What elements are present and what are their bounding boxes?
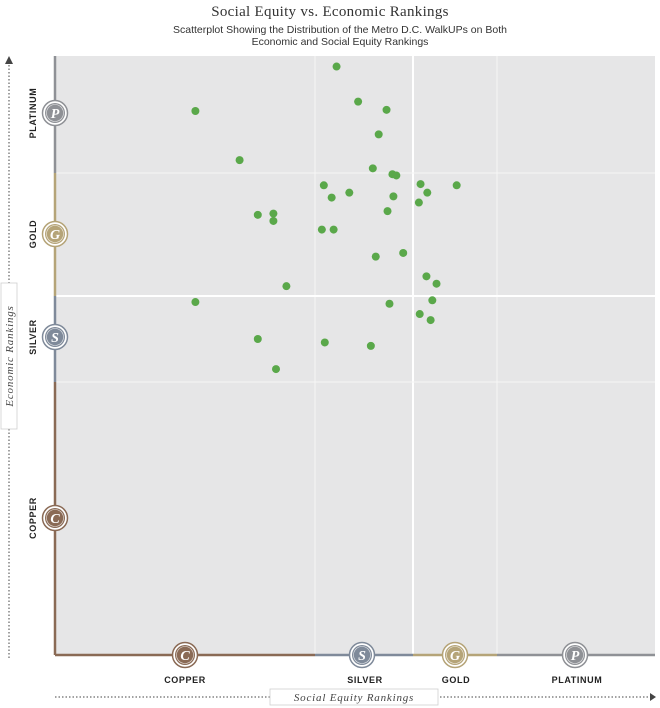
x-medal-gold-icon-ring xyxy=(446,646,464,664)
data-point xyxy=(374,130,383,139)
data-point xyxy=(452,181,461,190)
y-tier-label-gold: GOLD xyxy=(28,220,38,248)
y-axis-arrow-head-icon xyxy=(5,56,13,64)
y-medal-gold-icon-fill xyxy=(45,224,65,244)
x-medal-platinum-icon-fill xyxy=(565,645,585,665)
data-point xyxy=(345,188,354,197)
y-medal-copper-icon-ring xyxy=(46,509,64,527)
data-point xyxy=(382,105,391,114)
x-medal-silver-icon-ring xyxy=(353,646,371,664)
y-tier-label-copper: COPPER xyxy=(28,497,38,539)
data-points xyxy=(191,62,461,374)
data-point xyxy=(426,316,435,325)
x-medal-copper-icon-ring xyxy=(176,646,194,664)
y-tier-label-platinum: PLATINUM xyxy=(28,88,38,139)
chart-subtitle: Scatterplot Showing the Distribution of … xyxy=(172,24,507,48)
data-point xyxy=(414,198,423,207)
data-point xyxy=(399,248,408,257)
data-point xyxy=(327,193,336,202)
grid-lines xyxy=(55,56,655,655)
x-medal-copper-letter: C xyxy=(180,649,190,664)
x-axis-title-box xyxy=(269,688,439,706)
data-point xyxy=(415,310,424,319)
data-point xyxy=(371,252,380,261)
y-medal-gold-letter: G xyxy=(50,228,60,243)
y-axis-tiers: C COPPER S SILVER G GOLD P PLATINUM xyxy=(28,88,69,539)
x-medal-silver-icon-fill xyxy=(352,645,372,665)
data-point xyxy=(269,216,278,225)
y-axis-title-box xyxy=(0,282,18,430)
plot-background xyxy=(55,56,655,655)
data-point xyxy=(282,282,291,291)
y-medal-platinum-icon-fill xyxy=(45,103,65,123)
y-medal-platinum-icon-ring xyxy=(46,104,64,122)
y-medal-silver-icon-ring xyxy=(46,328,64,346)
x-axis-arrow-head-icon xyxy=(650,693,656,701)
y-medal-copper-letter: C xyxy=(50,512,60,527)
x-tier-label-copper: COPPER xyxy=(164,675,206,685)
data-point xyxy=(354,97,363,106)
data-point xyxy=(389,192,398,201)
data-point xyxy=(422,272,431,281)
plot-area xyxy=(55,56,655,655)
y-medal-gold-icon-ring xyxy=(46,225,64,243)
data-point xyxy=(332,62,341,71)
data-point xyxy=(235,156,244,165)
data-point xyxy=(392,171,401,180)
data-point xyxy=(317,225,326,234)
data-point xyxy=(191,106,200,115)
y-medal-platinum-letter: P xyxy=(51,107,60,122)
data-point xyxy=(432,279,441,288)
x-tier-label-platinum: PLATINUM xyxy=(552,675,603,685)
data-point xyxy=(272,365,280,374)
x-tier-label-gold: GOLD xyxy=(442,675,470,685)
data-point xyxy=(191,298,200,307)
y-tier-label-silver: SILVER xyxy=(28,319,38,354)
y-medal-silver-letter: S xyxy=(51,331,59,346)
y-medal-silver-icon-fill xyxy=(45,327,65,347)
data-point xyxy=(385,299,394,308)
x-axis-tiers: C COPPER S SILVER G GOLD P PLATINUM xyxy=(164,641,603,685)
data-point xyxy=(253,335,262,343)
x-medal-platinum-letter: P xyxy=(571,649,580,664)
data-point xyxy=(320,338,329,347)
x-medal-copper-icon-fill xyxy=(175,645,195,665)
y-medal-copper-icon-fill xyxy=(45,508,65,528)
data-point xyxy=(319,181,328,190)
data-point xyxy=(368,164,377,173)
x-axis-title: Social Equity Rankings xyxy=(294,692,414,704)
data-point xyxy=(329,225,338,234)
x-medal-gold-icon-fill xyxy=(445,645,465,665)
y-axis-title: Economic Rankings xyxy=(4,305,16,407)
data-point xyxy=(383,207,392,216)
data-point xyxy=(269,209,278,218)
x-medal-platinum-icon-ring xyxy=(566,646,584,664)
data-point xyxy=(428,296,437,305)
x-medal-gold-letter: G xyxy=(450,649,460,664)
x-medal-silver-letter: S xyxy=(358,649,366,664)
data-point xyxy=(416,180,425,189)
x-tier-label-silver: SILVER xyxy=(347,675,382,685)
data-point xyxy=(253,210,262,219)
chart-title: Social Equity vs. Economic Rankings xyxy=(211,4,449,20)
data-point xyxy=(366,341,375,350)
data-point xyxy=(423,188,432,197)
axis-titles: Social Equity Rankings Economic Rankings xyxy=(0,56,656,706)
